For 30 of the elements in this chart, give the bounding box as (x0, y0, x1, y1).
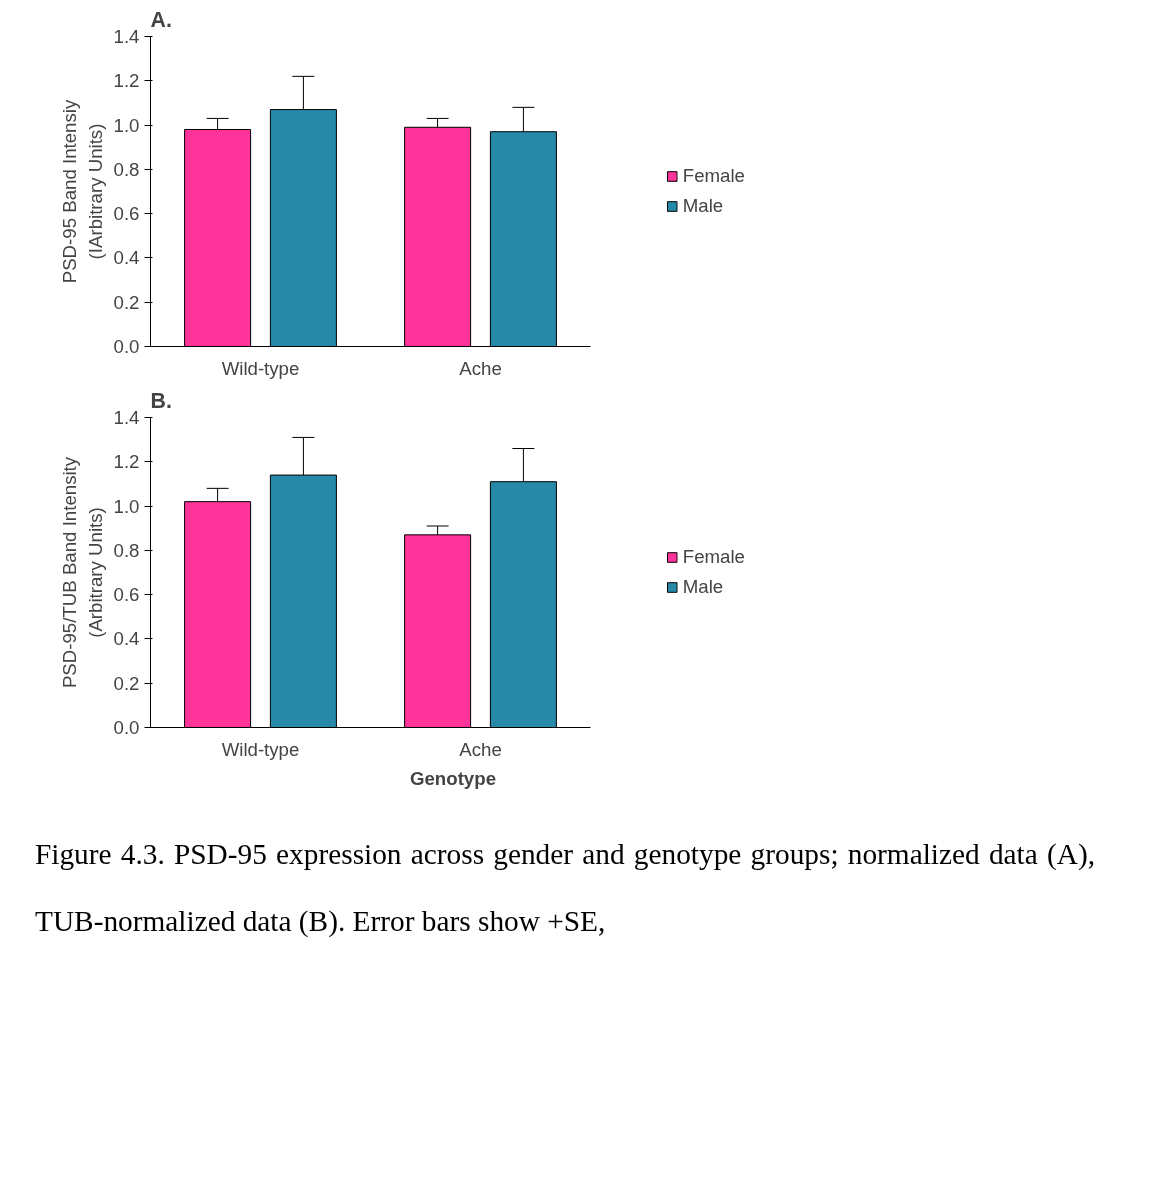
y-tick-label: 0.8 (113, 158, 140, 180)
x-tick-label: Wild-type (221, 738, 300, 760)
legend-label: Female (682, 546, 745, 568)
x-tick-label: Ache (459, 357, 502, 379)
legend-label: Female (682, 165, 745, 187)
y-axis-title: PSD-95/TUB Band Intensity (Arbitrary Units) (59, 456, 106, 689)
y-tick-label: 1.2 (113, 451, 140, 473)
text: Figure 4.3. PSD-95 expression across gender and genotype groups; normalized data (A), TUB-normalized data (B). Error bars show +SE, (35, 838, 1095, 938)
y-axis-title: PSD-95 Band Intensiy (IArbitrary Units) (59, 99, 106, 284)
chart-title: A. (150, 7, 172, 32)
legend-label: Male (682, 195, 724, 217)
y-tick-label: 0.2 (113, 672, 140, 694)
y-tick-label: 0.0 (113, 336, 140, 357)
y-tick-label: 0.6 (113, 203, 140, 225)
y-tick-label: 0.4 (113, 628, 140, 650)
y-tick-label: 0.4 (113, 247, 140, 269)
legend-label: Male (682, 576, 724, 598)
x-tick-label: Wild-type (221, 357, 300, 379)
y-tick-label: 0.0 (113, 717, 140, 738)
chart-title: B. (150, 388, 172, 413)
y-tick-label: 1.0 (113, 114, 140, 136)
y-tick-label: 0.2 (113, 291, 140, 313)
y-tick-label: 0.6 (113, 584, 140, 606)
y-tick-label: 0.8 (113, 539, 140, 561)
y-tick-label: 1.4 (113, 407, 140, 428)
x-axis-title: Genotype (409, 767, 497, 789)
y-tick-label: 1.0 (113, 495, 140, 517)
x-tick-label: Ache (459, 738, 502, 760)
y-tick-label: 1.2 (113, 70, 140, 92)
y-tick-label: 1.4 (113, 26, 140, 47)
